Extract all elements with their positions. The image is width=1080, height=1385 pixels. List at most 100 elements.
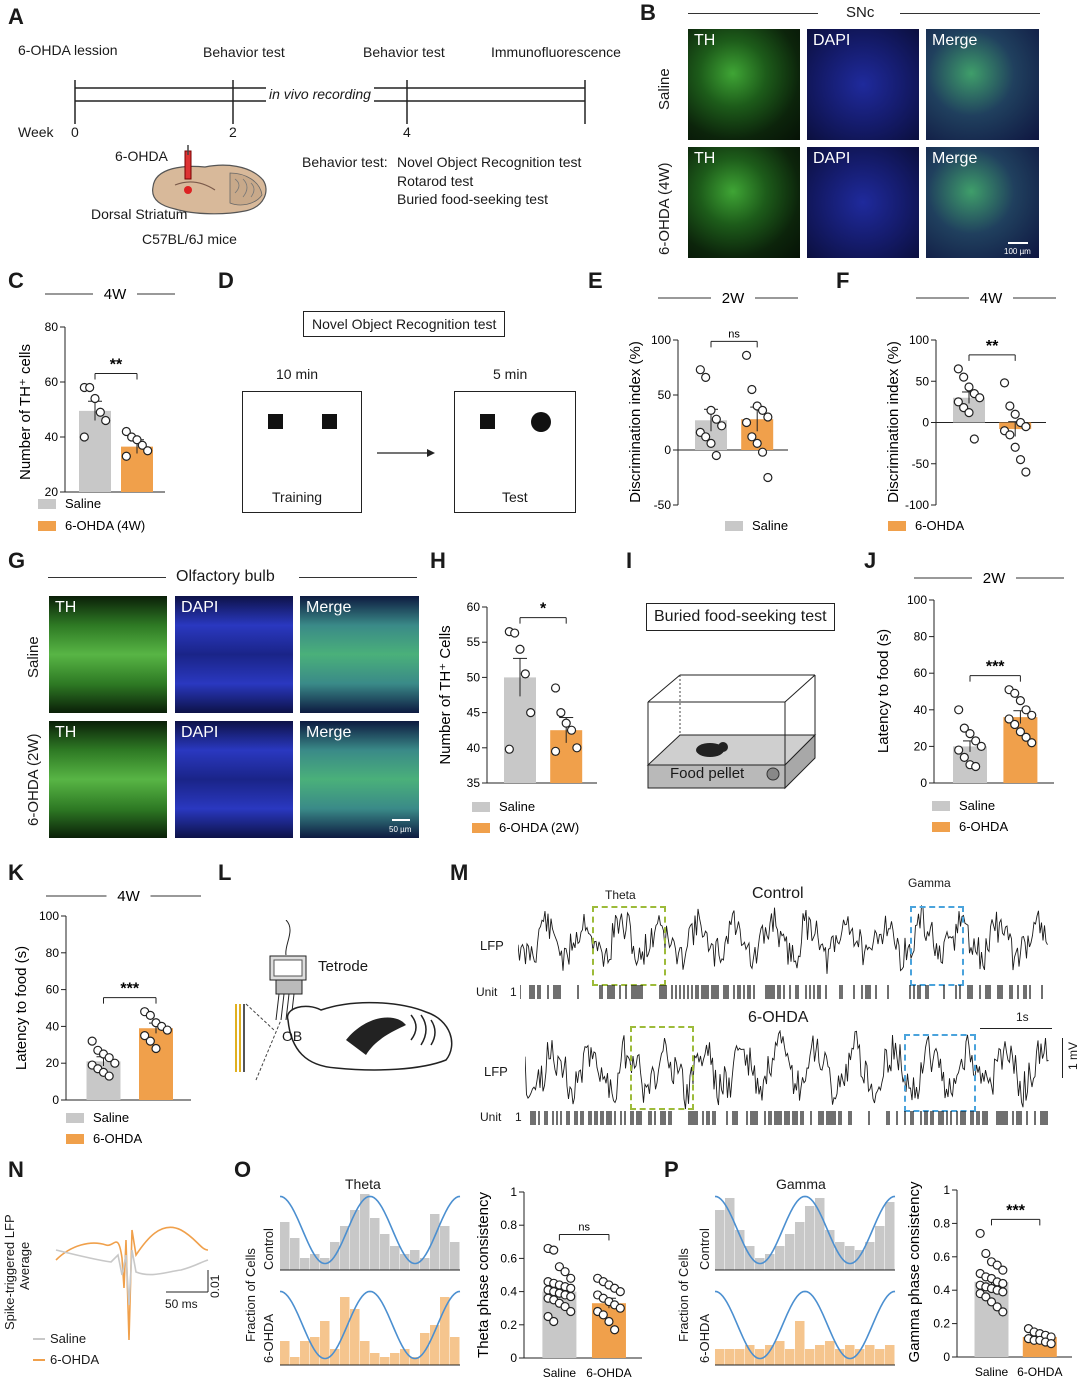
- data-point: [992, 1302, 1002, 1312]
- data-point: [747, 432, 757, 442]
- food-pellet-label: Food pellet: [670, 765, 745, 782]
- sig-label: ***: [120, 981, 139, 998]
- data-point: [615, 1303, 625, 1313]
- x-tick-label: 6-OHDA: [586, 1366, 631, 1380]
- panel-label-i: I: [626, 548, 633, 573]
- y-tick-label: 100: [39, 909, 59, 923]
- data-point: [604, 1316, 614, 1327]
- y-tick-label: -50: [912, 457, 930, 471]
- recording-label: in vivo recording: [266, 86, 374, 102]
- dapi-label: DAPI: [181, 724, 219, 741]
- merge-label: Merge: [932, 32, 978, 49]
- histogram-bar: [785, 1349, 795, 1365]
- timeline-behavior-label-2: Behavior test: [363, 44, 445, 60]
- histogram-bar: [735, 1349, 745, 1365]
- theta-box-6ohda: [630, 1026, 694, 1110]
- y-tick-label: 20: [45, 485, 59, 499]
- data-point: [510, 628, 520, 638]
- legend-saline: Saline: [50, 1331, 87, 1346]
- micrograph-dapi-6ohda: DAPI: [807, 147, 919, 258]
- data-point: [706, 405, 716, 415]
- data-point: [1021, 732, 1031, 742]
- y-tick-label: 0.4: [933, 1283, 950, 1297]
- data-point: [560, 1267, 570, 1277]
- ob-label: OB: [282, 1028, 303, 1044]
- chart-title: 4W: [104, 286, 127, 303]
- data-point: [554, 1262, 565, 1272]
- data-point: [998, 1287, 1008, 1297]
- row-label-6ohda: 6-OHDA (4W): [656, 162, 673, 255]
- histogram-bar: [370, 1218, 380, 1270]
- data-point: [140, 1031, 150, 1041]
- micrograph-merge-6ohda: Merge 50 µm: [300, 721, 419, 838]
- phase-histogram-p: [715, 1195, 896, 1366]
- panel-label-g: G: [8, 548, 26, 573]
- panel-label-p: P: [664, 1157, 679, 1182]
- data-point: [90, 393, 100, 404]
- sig-label: ns: [728, 328, 740, 340]
- histogram-bar: [765, 1254, 775, 1270]
- striatum-label: Dorsal Striatum: [91, 206, 188, 222]
- legend-swatch: [38, 499, 56, 509]
- y-tick-label: 20: [46, 1056, 60, 1070]
- data-point: [610, 1325, 620, 1335]
- y-axis-label: Latency to food (s): [875, 629, 892, 753]
- panel-label-l: L: [218, 860, 232, 885]
- data-point: [959, 752, 969, 762]
- data-point: [543, 1311, 553, 1322]
- data-point: [566, 725, 577, 735]
- data-point: [1010, 688, 1020, 698]
- data-point: [969, 434, 979, 444]
- sig-label: ns: [578, 1221, 590, 1233]
- histogram-bar: [715, 1210, 725, 1270]
- th-label: TH: [694, 32, 716, 49]
- scale-bar: [1008, 242, 1028, 244]
- scale-label: 50 µm: [389, 825, 412, 834]
- y-tick-label: 80: [45, 320, 59, 334]
- y-tick-label: 60: [45, 375, 59, 389]
- legend-swatch-saline: [33, 1338, 45, 1340]
- sig-label: **: [110, 357, 123, 374]
- training-label: Training: [272, 489, 323, 505]
- data-point: [975, 1228, 985, 1239]
- histogram-bar: [725, 1198, 735, 1270]
- data-point: [999, 378, 1010, 388]
- histogram-bar: [885, 1202, 895, 1270]
- circle-object: [531, 412, 551, 432]
- arrow-right-icon: [377, 449, 435, 457]
- legend-swatch: [472, 823, 490, 833]
- time-scale-bar: [980, 1028, 1052, 1029]
- spike-raster-control: [520, 985, 1043, 999]
- x-tick-label: Saline: [543, 1366, 577, 1380]
- snc-title: SNc: [846, 4, 875, 21]
- unit-number-control: 1: [510, 985, 517, 999]
- legend-swatch: [472, 802, 490, 812]
- data-point: [695, 365, 705, 375]
- data-point: [701, 432, 711, 442]
- histogram-bar: [845, 1246, 855, 1270]
- title-rule-left: [48, 577, 166, 578]
- data-point: [763, 412, 773, 422]
- y-tick-label: 0.6: [933, 1250, 950, 1264]
- data-point: [954, 705, 964, 715]
- nor-title-box: Novel Object Recognition test: [303, 311, 506, 337]
- histogram-bar: [885, 1345, 895, 1365]
- time-scale-label: 1s: [1016, 1010, 1029, 1024]
- micrograph-dapi-saline: DAPI: [807, 29, 919, 140]
- legend-swatch: [66, 1134, 84, 1144]
- micrograph-th-saline: TH: [688, 29, 800, 140]
- histogram-bar: [795, 1321, 805, 1365]
- y-tick-label: 45: [467, 706, 481, 720]
- row-label-6ohda: 6-OHDA (2W): [25, 733, 42, 826]
- square-object: [268, 414, 283, 429]
- data-point: [520, 669, 530, 679]
- data-point: [711, 450, 721, 461]
- data-point: [717, 421, 727, 431]
- data-point: [953, 397, 963, 407]
- histogram-bar: [410, 1250, 420, 1270]
- panel-label-m: M: [450, 860, 469, 885]
- merge-label: Merge: [306, 724, 352, 741]
- histogram-bar: [370, 1353, 380, 1365]
- data-point: [151, 1043, 161, 1054]
- histogram-bar: [775, 1246, 785, 1270]
